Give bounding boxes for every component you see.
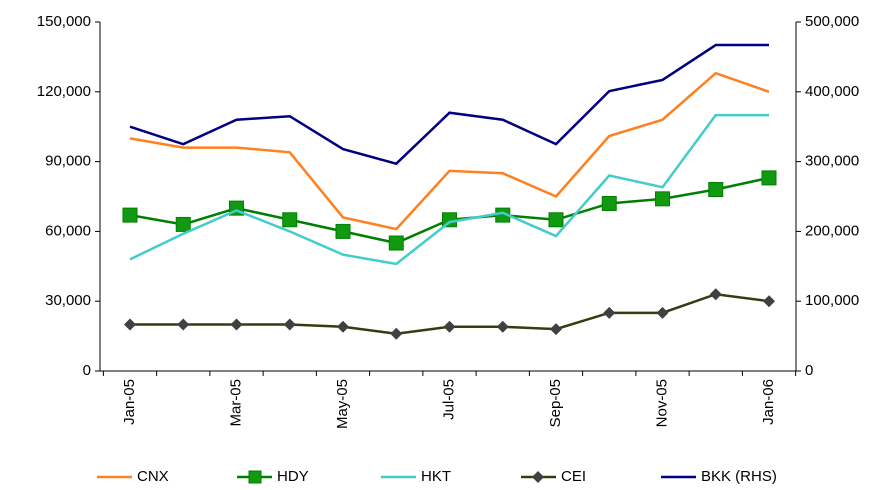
marker (496, 320, 509, 333)
series-line (129, 71, 770, 231)
marker (390, 327, 403, 340)
marker (335, 223, 351, 239)
marker (656, 306, 669, 319)
x-tick-label: May-05 (334, 379, 351, 429)
x-tick-label: Jan-06 (760, 379, 777, 425)
marker (550, 323, 562, 336)
legend-marker (532, 471, 544, 483)
marker (282, 212, 298, 228)
marker (337, 320, 349, 333)
marker (601, 195, 617, 211)
y-tick-label: 150,000 (37, 13, 91, 30)
legend-label: CNX (137, 468, 169, 485)
series-line (129, 43, 769, 166)
y2-tick-label: 500,000 (805, 13, 859, 30)
legend-label: HDY (277, 468, 309, 485)
y2-tick-label: 400,000 (805, 83, 859, 100)
x-tick-label: Nov-05 (653, 379, 670, 427)
marker (708, 182, 724, 198)
y-tick-label: 30,000 (45, 292, 91, 309)
x-tick-label: Jul-05 (440, 379, 457, 420)
marker (763, 295, 775, 308)
marker (655, 191, 670, 207)
legend-label: HKT (421, 468, 451, 485)
y2-tick-label: 100,000 (805, 292, 859, 309)
marker (761, 170, 777, 186)
marker (283, 318, 296, 331)
y2-tick-label: 0 (805, 362, 813, 379)
marker (443, 320, 456, 333)
marker (122, 207, 138, 223)
y2-tick-label: 300,000 (805, 153, 859, 170)
marker (603, 306, 616, 319)
legend-marker (248, 470, 262, 484)
marker (177, 318, 190, 331)
marker (388, 235, 404, 251)
legend-label: CEI (561, 468, 586, 485)
marker (230, 318, 243, 331)
x-tick-label: Mar-05 (227, 379, 244, 427)
marker (124, 318, 136, 331)
legend-label: BKK (RHS) (701, 468, 777, 485)
y-tick-label: 90,000 (45, 153, 91, 170)
y-tick-label: 120,000 (37, 83, 91, 100)
marker (548, 212, 564, 228)
series-line (129, 113, 769, 266)
y-tick-label: 60,000 (45, 222, 91, 239)
x-tick-label: Sep-05 (547, 379, 564, 427)
y2-tick-label: 200,000 (805, 222, 859, 239)
marker (175, 216, 191, 232)
y-tick-label: 0 (83, 362, 91, 379)
marker (709, 288, 722, 301)
x-tick-label: Jan-05 (121, 379, 138, 425)
series-line (129, 176, 770, 245)
